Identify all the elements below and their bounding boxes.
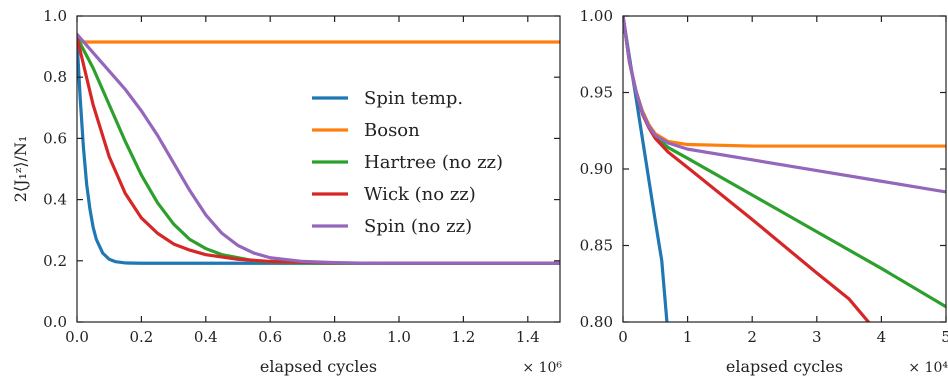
legend-label-spin-no-zz: Spin (no zz) xyxy=(364,216,472,237)
y-tick-label: 0.8 xyxy=(43,68,67,86)
x-tick-label: 0.8 xyxy=(323,328,347,346)
series-line-spin-no-zz xyxy=(77,32,560,265)
series-group xyxy=(77,32,560,265)
x-tick-label: 1.2 xyxy=(451,328,475,346)
x-tick-label: 2 xyxy=(747,328,757,346)
series-line-hartree-no-zz xyxy=(623,16,946,309)
y-tick-label: 0.85 xyxy=(580,237,613,255)
series-line-spin-no-zz xyxy=(623,16,946,194)
legend-label-boson: Boson xyxy=(364,120,420,141)
y-tick-label: 1.0 xyxy=(43,7,67,25)
x-axis-multiplier: × 10⁴ xyxy=(908,360,948,376)
series-line-hartree-no-zz xyxy=(77,35,560,265)
x-tick-label: 0.0 xyxy=(65,328,89,346)
legend-label-hartree-no-zz: Hartree (no zz) xyxy=(364,152,503,173)
x-tick-label: 1.0 xyxy=(387,328,411,346)
x-axis-label: elapsed cycles xyxy=(260,357,377,376)
y-tick-label: 1.00 xyxy=(580,7,613,25)
y-tick-label: 0.95 xyxy=(580,84,613,102)
y-tick-label: 0.2 xyxy=(43,252,67,270)
x-tick-label: 1.4 xyxy=(516,328,540,346)
x-tick-label: 0.2 xyxy=(129,328,153,346)
x-axis-label: elapsed cycles xyxy=(726,357,843,376)
series-line-wick-no-zz xyxy=(623,16,871,322)
legend-label-spin-temp: Spin temp. xyxy=(364,88,463,109)
legend: Spin temp. Boson Hartree (no zz) Wick (no z… xyxy=(312,88,503,237)
y-tick-label: 0.80 xyxy=(580,313,613,331)
x-tick-label: 0.6 xyxy=(258,328,282,346)
x-tick-label: 3 xyxy=(812,328,822,346)
plot-frame xyxy=(622,15,947,323)
series-line-boson xyxy=(623,16,946,148)
plot-frame xyxy=(76,15,561,323)
left-chart-panel: 0.0 0.2 0.4 0.6 0.8 1.0 1.2 1.4 0.0 0.2 0.4 0.6 0.8 1… xyxy=(11,7,562,376)
series-line-wick-no-zz xyxy=(77,35,560,265)
series-group xyxy=(623,16,946,322)
y-tick-label: 0.0 xyxy=(43,313,67,331)
right-chart-panel: 0 1 2 3 4 5 0.80 0.85 0.90 0.95 1.00 elapsed cycles… xyxy=(580,7,948,376)
x-tick-label: 0 xyxy=(618,328,628,346)
x-tick-label: 5 xyxy=(941,328,948,346)
series-line-spin-temp xyxy=(77,38,560,265)
y-tick-label: 0.6 xyxy=(43,129,67,147)
legend-label-wick-no-zz: Wick (no zz) xyxy=(364,184,476,205)
x-tick-label: 0.4 xyxy=(194,328,218,346)
y-tick-label: 0.90 xyxy=(580,160,613,178)
x-tick-label: 1 xyxy=(683,328,693,346)
x-tick-label: 4 xyxy=(877,328,887,346)
y-axis-label: 2⟨J₁ᶻ⟩/N₁ xyxy=(11,136,30,203)
x-axis-multiplier: × 10⁶ xyxy=(522,360,562,376)
y-tick-label: 0.4 xyxy=(43,191,67,209)
